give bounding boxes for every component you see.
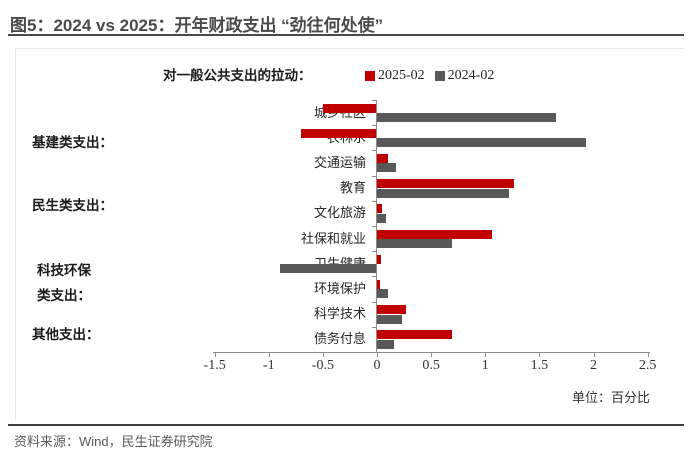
- bar-2025-02-科学技术: [377, 305, 407, 315]
- chart-subtitle: 对一般公共支出的拉动：: [163, 68, 312, 83]
- bar-2024-02-卫生健康: [279, 264, 377, 274]
- bar-2025-02-文化旅游: [377, 204, 383, 214]
- y-axis-tick: [372, 125, 377, 127]
- group-label-tech-environment-line1: 科技环保: [37, 263, 91, 278]
- legend: 2025-02 2024-02: [365, 68, 494, 84]
- y-axis-tick: [372, 276, 377, 278]
- y-axis-tick: [372, 150, 377, 152]
- group-label-tech-environment-line2: 类支出：: [37, 288, 91, 303]
- figure-title: 图5：2024 vs 2025：开年财政支出 “劲往何处使”: [10, 16, 384, 35]
- x-tick-label-1: 1: [481, 358, 489, 373]
- group-label-livelihood: 民生类支出：: [32, 198, 113, 213]
- y-axis-tick: [372, 175, 377, 177]
- bar-2024-02-社保和就业: [377, 239, 452, 248]
- bar-2024-02-教育: [377, 188, 510, 198]
- category-label-债务付息: 债务付息: [313, 331, 366, 347]
- group-label-tech-environment: 科技环保 类支出：: [37, 258, 91, 308]
- x-axis-tick: [377, 352, 378, 357]
- x-tick-label-2.5: 2.5: [638, 358, 657, 373]
- group-label-other: 其他支出：: [32, 327, 100, 342]
- y-axis-tick: [372, 226, 377, 227]
- category-label-环境保护: 环境保护: [313, 281, 366, 296]
- category-label-科学技术: 科学技术: [313, 306, 366, 322]
- legend-swatch-icon: [365, 71, 375, 81]
- x-tick-label-0.5: 0.5: [422, 358, 440, 373]
- bar-2024-02-交通运输: [377, 163, 397, 173]
- category-label-文化旅游: 文化旅游: [313, 205, 366, 221]
- bar-2024-02-城乡社区: [377, 113, 556, 122]
- x-axis-tick: [593, 352, 595, 357]
- bar-2024-02-科学技术: [377, 314, 402, 324]
- bar-2025-02-交通运输: [377, 153, 388, 163]
- bar-2024-02-文化旅游: [377, 213, 386, 223]
- bar-2024-02-环境保护: [377, 289, 388, 299]
- legend-label: 2025-02: [378, 68, 425, 83]
- legend-item-2024-02: 2024-02: [434, 68, 495, 84]
- source-text: 资料来源：Wind，民生证券研究院: [14, 434, 213, 449]
- y-axis-line: [376, 100, 377, 352]
- bar-2025-02-教育: [377, 179, 515, 189]
- category-label-交通运输: 交通运输: [313, 155, 366, 170]
- x-tick-label-2: 2: [590, 358, 597, 373]
- x-axis-tick: [214, 352, 216, 357]
- x-axis-tick: [485, 352, 487, 357]
- x-axis-tick: [322, 352, 324, 357]
- x-axis-tick: [647, 352, 649, 357]
- x-tick-label--1: -1: [262, 358, 275, 373]
- x-tick-label--0.5: -0.5: [311, 358, 334, 373]
- y-axis-tick: [372, 200, 377, 202]
- title-underline: [8, 34, 684, 36]
- panel-border-top: [15, 48, 684, 49]
- panel-border-left: [15, 48, 16, 420]
- y-axis-tick: [372, 301, 377, 303]
- bar-2025-02-城乡社区: [322, 103, 377, 113]
- x-tick-label-1.5: 1.5: [530, 358, 549, 373]
- x-axis-tick: [268, 352, 270, 357]
- legend-swatch-icon: [434, 71, 445, 81]
- x-axis-tick: [431, 352, 433, 357]
- bar-2025-02-社保和就业: [377, 229, 492, 239]
- bar-2025-02-债务付息: [377, 330, 452, 340]
- bar-2024-02-农林水: [377, 138, 586, 148]
- group-label-infrastructure: 基建类支出：: [32, 135, 113, 150]
- legend-label: 2024-02: [447, 68, 495, 83]
- footer-divider: [8, 424, 684, 426]
- y-axis-tick: [372, 326, 377, 328]
- legend-item-2025-02: 2025-02: [365, 68, 425, 84]
- bar-2025-02-卫生健康: [377, 254, 382, 264]
- bar-2025-02-环境保护: [377, 279, 381, 289]
- bar-2025-02-农林水: [301, 128, 377, 138]
- bar-2024-02-债务付息: [377, 339, 395, 349]
- category-label-教育: 教育: [339, 180, 366, 196]
- x-tick-label-0: 0: [373, 358, 381, 373]
- y-axis-tick: [372, 100, 377, 101]
- unit-label: 单位：百分比: [571, 390, 650, 405]
- x-axis-tick: [539, 352, 541, 357]
- y-axis-tick: [372, 251, 377, 253]
- category-label-社保和就业: 社保和就业: [300, 230, 366, 246]
- x-tick-label--1.5: -1.5: [203, 358, 226, 373]
